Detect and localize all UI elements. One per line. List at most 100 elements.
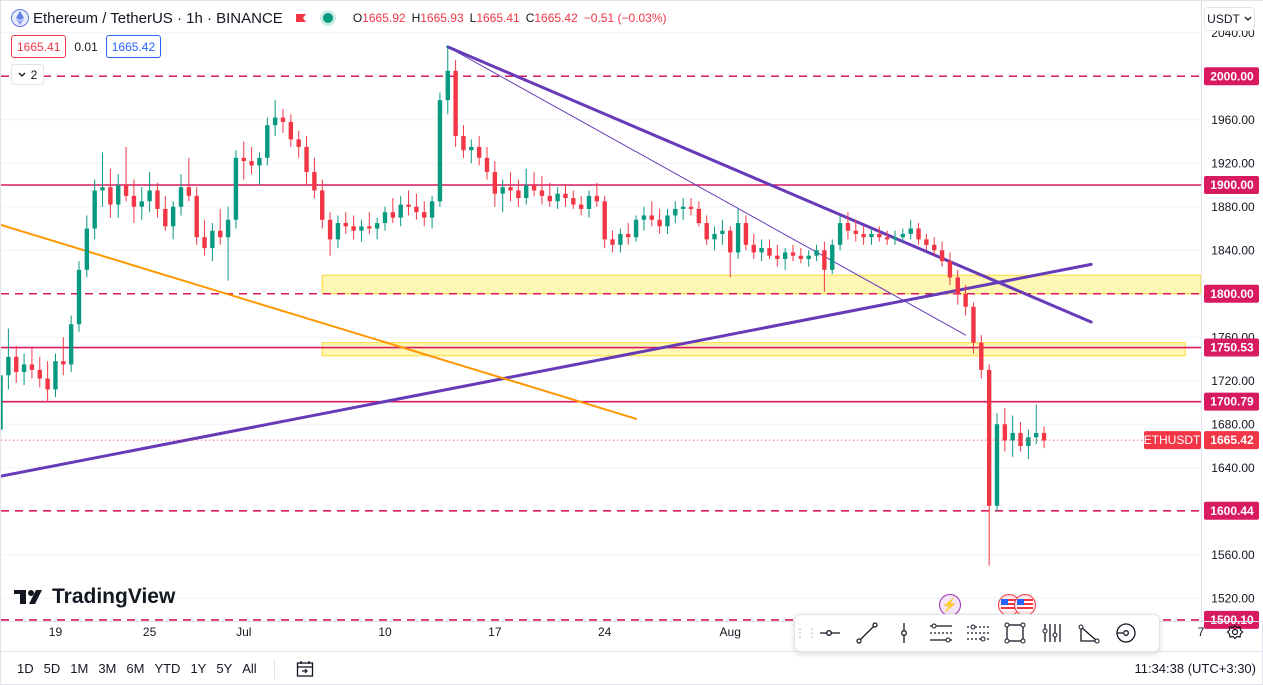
candle-body (939, 250, 945, 262)
trend-lines (1, 45, 1093, 478)
range-button-6m[interactable]: 6M (126, 661, 145, 676)
candle-body (500, 187, 505, 194)
range-button-1y[interactable]: 1Y (190, 661, 207, 676)
market-status-icon[interactable] (322, 13, 333, 23)
flash-event-icon[interactable]: ⚡ (939, 594, 961, 616)
range-button-5d[interactable]: 5D (43, 661, 61, 676)
range-button-all[interactable]: All (242, 661, 257, 676)
pitchfork-button[interactable] (959, 617, 996, 649)
range-button-3m[interactable]: 3M (98, 661, 117, 676)
price-tick-label: 1680.00 (1211, 417, 1255, 431)
symbol-title[interactable]: Ethereum / TetherUS · 1h · BINANCE (33, 9, 283, 27)
candle (484, 146, 490, 180)
candle (500, 179, 505, 213)
price-tick-label: 1920.00 (1211, 156, 1255, 170)
candle (759, 239, 764, 262)
candle-body (1026, 437, 1031, 446)
vertical-line-button[interactable] (885, 617, 922, 649)
currency-select[interactable]: USDT (1204, 7, 1255, 31)
level-price-label: 1700.79 (1204, 392, 1259, 411)
path-button[interactable] (1107, 617, 1144, 649)
candle (186, 157, 192, 202)
candle (633, 215, 639, 242)
candle (304, 136, 309, 185)
candle (68, 315, 74, 373)
horizontal-ray-button[interactable] (811, 617, 848, 649)
candle (1002, 407, 1008, 452)
candle (178, 174, 184, 216)
range-button-1d[interactable]: 1D (17, 661, 34, 676)
candle-body (602, 201, 607, 240)
candle-body (1018, 432, 1023, 446)
trend-line-button[interactable] (848, 617, 885, 649)
candle (1034, 404, 1039, 444)
candle (163, 195, 168, 231)
go-to-date-button[interactable] (293, 657, 317, 681)
us-flag-event-icon[interactable] (1014, 594, 1036, 616)
fib-retracement-button[interactable] (1033, 617, 1070, 649)
time-tick-label: 7 (1198, 625, 1205, 639)
candle (249, 146, 254, 175)
time-axis[interactable]: 1925Jul101724Aug77 (1, 621, 1263, 640)
tradingview-logo[interactable]: TradingView (14, 585, 175, 609)
candle (123, 146, 129, 202)
candle-body (547, 195, 552, 202)
candle (508, 171, 513, 202)
candle-body (1010, 432, 1015, 441)
price-axis[interactable]: 2040.001960.001920.001880.001840.001760.… (1201, 1, 1263, 629)
candle-body (986, 369, 992, 506)
candle-body (476, 146, 482, 158)
candle-body (53, 361, 58, 390)
candle (414, 193, 419, 220)
triangle-pattern-button[interactable] (1070, 617, 1107, 649)
indicators-toggle-button[interactable]: 2 (11, 64, 44, 85)
timezone-clock[interactable]: 11:34:38 (UTC+3:30) (1134, 661, 1256, 676)
candle (155, 182, 160, 218)
candle (986, 364, 992, 566)
candle (280, 108, 286, 133)
drag-handle-icon[interactable]: ⋮⋮ (794, 626, 818, 640)
candle (861, 226, 866, 245)
candle (775, 244, 780, 267)
chart-settings-button[interactable] (1225, 622, 1245, 642)
candle-body (492, 171, 498, 194)
candle-body (892, 237, 898, 240)
candle-body (696, 208, 702, 224)
candle (194, 187, 199, 245)
parallel-channel-button[interactable] (922, 617, 959, 649)
candle (76, 261, 82, 332)
buy-button[interactable]: 1665.42 (105, 35, 162, 58)
time-tick-label: 24 (598, 625, 612, 639)
candle-body (445, 70, 450, 101)
candle (359, 219, 364, 242)
candle-body (359, 226, 364, 231)
candle-body (484, 157, 490, 172)
candle-body (312, 171, 317, 191)
candle-body (837, 223, 843, 245)
range-button-1m[interactable]: 1M (70, 661, 89, 676)
candle-body (163, 208, 168, 227)
candle-body (123, 185, 129, 196)
range-button-5y[interactable]: 5Y (216, 661, 233, 676)
candle (539, 176, 545, 205)
range-button-ytd[interactable]: YTD (154, 661, 181, 676)
candle (288, 114, 294, 147)
candle (429, 195, 435, 229)
candle (382, 206, 388, 231)
change-value: −0.51 (−0.03%) (583, 11, 667, 25)
rectangle-button[interactable] (996, 617, 1033, 649)
candle (461, 125, 466, 158)
sell-button[interactable]: 1665.41 (11, 35, 67, 58)
low-value: L1665.41 (469, 11, 520, 25)
candle-body (767, 248, 772, 256)
flag-icon[interactable] (295, 13, 307, 23)
price-axis-bg (1201, 1, 1263, 621)
candle (806, 250, 811, 267)
candle (728, 226, 733, 278)
candle-body (720, 230, 725, 234)
candle-body (830, 244, 835, 270)
candle-body (798, 255, 804, 259)
candle-body (806, 255, 811, 259)
